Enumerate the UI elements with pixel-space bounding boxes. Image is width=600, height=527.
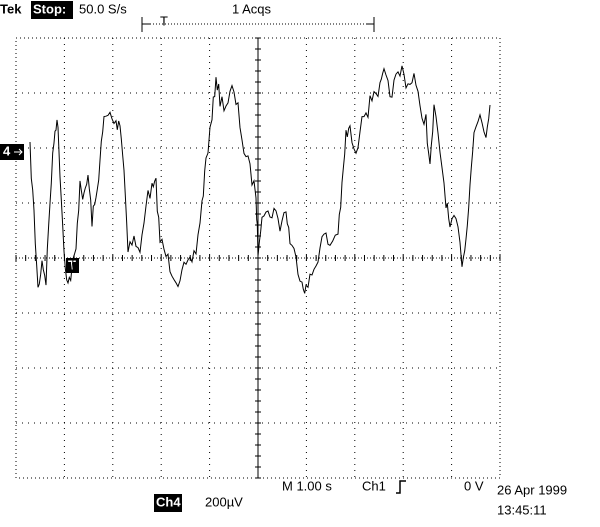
channel: Ch4 bbox=[156, 494, 181, 509]
sample-rate: 50.0 S/s bbox=[79, 1, 127, 16]
channel-arrow bbox=[14, 148, 23, 156]
acq-state: Stop: bbox=[33, 1, 66, 16]
channel-marker-box bbox=[0, 144, 24, 160]
brand: Tek bbox=[0, 1, 22, 16]
channel-box bbox=[154, 494, 182, 512]
trigger-level: 0 V bbox=[464, 478, 484, 493]
channel-marker: 4 bbox=[3, 143, 11, 158]
waveform bbox=[29, 65, 491, 294]
record-bracket bbox=[141, 17, 375, 32]
trigger-slope bbox=[396, 480, 406, 494]
channel-scale: 200µV bbox=[205, 494, 243, 509]
trigger-source: Ch1 bbox=[362, 478, 386, 493]
date: 26 Apr 1999 bbox=[497, 482, 567, 497]
trigger-position: T bbox=[160, 13, 168, 28]
timebase: M 1.00 s bbox=[282, 478, 332, 493]
acquisitions: 1 Acqs bbox=[232, 1, 272, 16]
graticule bbox=[15, 37, 501, 479]
time: 13:45:11 bbox=[497, 502, 547, 517]
state-box bbox=[31, 1, 73, 19]
